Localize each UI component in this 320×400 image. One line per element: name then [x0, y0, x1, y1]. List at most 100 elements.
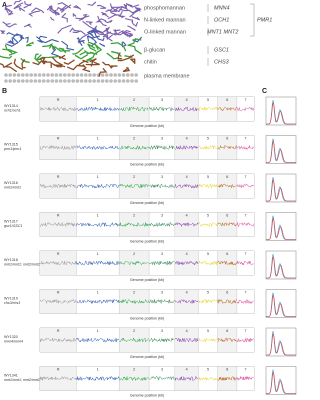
axis-label: Genome position (kb)	[130, 355, 164, 359]
chromosome-label: 4	[186, 136, 188, 140]
coverage-trace	[118, 298, 149, 305]
chromosome-label: 5	[207, 175, 209, 179]
polymer-chain	[69, 27, 81, 33]
strain-label: WY1317	[4, 219, 18, 223]
panel-letter: A	[2, 2, 7, 9]
chromosome-label: 5	[207, 290, 209, 294]
layer-label: O-linked mannan	[144, 29, 186, 35]
chromosome-label: 6	[226, 367, 228, 371]
histogram-trace	[266, 218, 296, 240]
gene-label: OCH1	[214, 17, 229, 23]
genotype-label: mnt1/mnt1	[4, 185, 21, 189]
polymer-chain	[0, 62, 5, 69]
polymer-chain	[114, 29, 121, 33]
lipid-head	[33, 79, 38, 83]
lipid-head	[96, 79, 101, 83]
chromosome-label: 3	[161, 329, 163, 333]
figure: A B C phosphomannan MNN4 N-linked mannan OC…	[0, 0, 297, 397]
lipid-head	[71, 73, 75, 77]
lipid-head	[113, 79, 117, 83]
layer-label: chitin	[144, 59, 157, 65]
layer-label: plasma membrane	[144, 73, 190, 79]
histogram-panel	[265, 96, 297, 395]
lipid-head	[12, 79, 17, 83]
polymer-chain	[4, 6, 11, 14]
coverage-trace	[76, 183, 120, 189]
chromosome-shade	[217, 174, 237, 198]
polymer-chain	[127, 25, 136, 31]
chromosome-shade	[198, 366, 218, 391]
polymer-chain	[107, 10, 123, 20]
histogram-trace	[266, 102, 296, 125]
polymer-chain	[72, 5, 82, 10]
chromosome-label: 4	[186, 252, 188, 256]
polymer-chain	[5, 23, 17, 28]
chromosome-shade	[217, 97, 237, 121]
lipid-head	[88, 73, 92, 77]
chromosome-label: 3	[161, 98, 163, 102]
lipid-head	[50, 79, 54, 83]
polymer-chain	[85, 21, 93, 25]
coverage-trace	[198, 337, 218, 343]
chromosome-label: 4	[186, 329, 188, 333]
lipid-head	[4, 73, 8, 77]
chromosome-label: 6	[226, 290, 228, 294]
polymer-chain	[87, 1, 97, 6]
polymer-chain	[67, 64, 85, 71]
polymer-chain	[125, 3, 140, 8]
chromosome-label: 7	[244, 213, 246, 217]
lipid-head	[50, 73, 54, 77]
polymer-chain	[5, 37, 19, 47]
coverage-trace	[148, 106, 175, 112]
lipid-head	[58, 73, 63, 77]
coverage-trace	[118, 106, 149, 112]
polymer-chain	[101, 31, 113, 42]
coverage-trace	[236, 376, 254, 381]
polymer-chain	[101, 11, 109, 18]
histogram-trace	[266, 333, 296, 356]
coverage-trace	[236, 145, 254, 151]
gene-label: CHS3	[214, 59, 230, 65]
lipid-head	[25, 73, 29, 77]
chromosome-label: 2	[133, 213, 135, 217]
chromosome-shade	[76, 174, 120, 198]
chromosome-shade	[149, 366, 175, 391]
chromosome-label: 1	[97, 252, 99, 256]
lipid-head	[33, 73, 38, 77]
chromosome-shade	[119, 97, 150, 121]
polymer-chain	[41, 60, 52, 63]
chromosome-shade	[217, 135, 237, 160]
coverage-trace	[118, 183, 149, 189]
chromosome-label: 4	[186, 175, 188, 179]
strain-label: WY1314	[4, 104, 18, 108]
lipid-head	[105, 73, 109, 77]
coverage-trace	[148, 260, 175, 266]
chromosome-shade	[217, 251, 237, 275]
coverage-trace	[236, 183, 254, 188]
chromosome-label: 3	[161, 252, 163, 256]
coverage-trace	[198, 222, 218, 228]
polymer-chain	[98, 67, 108, 77]
polymer-chain	[57, 54, 67, 60]
lipid-head	[46, 73, 50, 77]
chromosome-shade	[236, 251, 254, 275]
lipid-head	[75, 79, 80, 83]
polymer-chain	[127, 44, 142, 55]
chromosome-label: 6	[226, 329, 228, 333]
polymer-chain	[76, 37, 85, 43]
lipid-head	[117, 79, 122, 83]
coverage-trace	[149, 375, 175, 381]
genotype-label: mnt1/mnt1; mnt2/mnt2 (rev)	[4, 378, 48, 382]
lipid-head	[130, 79, 134, 83]
polymer-chain	[122, 66, 131, 73]
chromosome-label: 1	[97, 175, 99, 179]
chromosome-label: 6	[226, 136, 228, 140]
genotype-label: pmr1/pmr1	[3, 147, 21, 151]
polymer-chain	[96, 4, 107, 9]
polymer-chain	[39, 39, 59, 44]
coverage-trace	[118, 222, 149, 228]
chromosome-label: 7	[244, 329, 246, 333]
chromosome-label: 6	[226, 252, 228, 256]
chromosome-shade	[174, 366, 199, 391]
chromosome-label: 7	[244, 98, 246, 102]
